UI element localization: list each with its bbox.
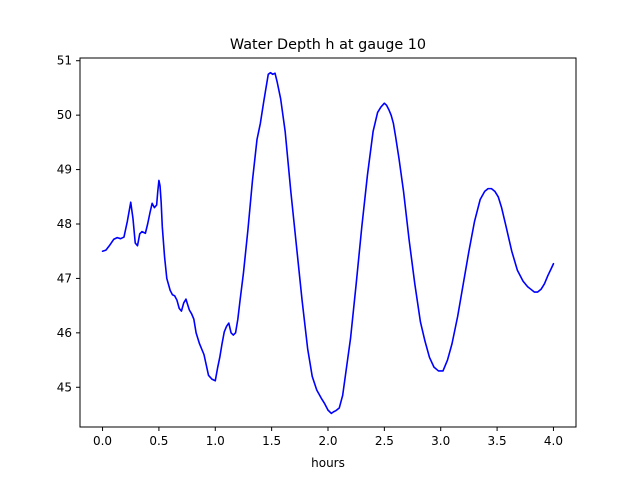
x-tick-label: 3.5 xyxy=(488,434,507,448)
y-tick-label: 47 xyxy=(57,271,72,285)
y-axis: 45 46 47 48 49 50 51 xyxy=(57,54,80,394)
x-tick-label: 0.5 xyxy=(149,434,168,448)
x-tick-label: 0.0 xyxy=(93,434,112,448)
y-tick-label: 46 xyxy=(57,326,72,340)
y-tick-label: 51 xyxy=(57,54,72,68)
x-tick-label: 4.0 xyxy=(544,434,563,448)
y-tick-label: 50 xyxy=(57,108,72,122)
x-tick-label: 2.0 xyxy=(318,434,337,448)
x-tick-label: 2.5 xyxy=(375,434,394,448)
y-tick-label: 49 xyxy=(57,163,72,177)
series-line-water-depth xyxy=(101,71,555,415)
y-tick-label: 45 xyxy=(57,380,72,394)
chart-title: Water Depth h at gauge 10 xyxy=(230,37,426,53)
plot-area xyxy=(101,71,555,415)
x-tick-label: 1.5 xyxy=(262,434,281,448)
y-tick-label: 48 xyxy=(57,217,72,231)
x-axis: 0.0 0.5 1.0 1.5 2.0 2.5 3.0 3.5 4.0 xyxy=(93,427,563,448)
x-tick-label: 3.0 xyxy=(431,434,450,448)
x-axis-label: hours xyxy=(311,456,345,470)
x-tick-label: 1.0 xyxy=(206,434,225,448)
